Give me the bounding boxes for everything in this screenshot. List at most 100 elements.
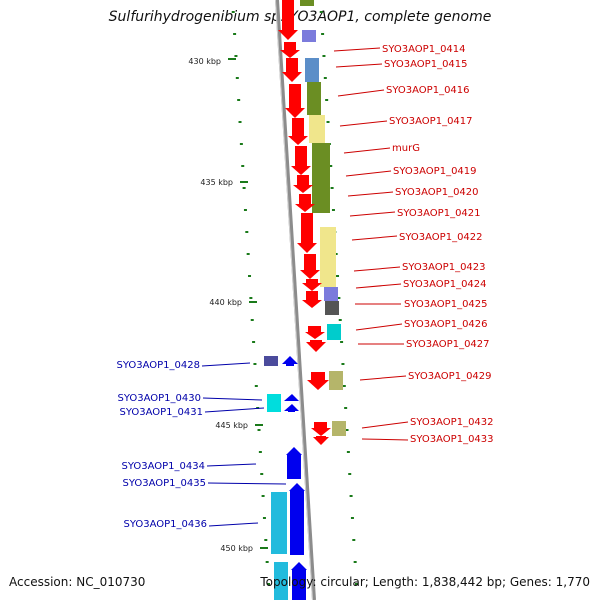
gene-arrow-reverse [289,483,305,555]
gene-arrow-forward [313,436,329,445]
label-leader [355,323,403,331]
gene-label[interactable]: SYO3AOP1_0424 [403,279,487,290]
label-leader [202,397,263,401]
cog-block [329,371,343,390]
kbp-label: 430 kbp [188,57,221,66]
label-leader [335,63,383,68]
gene-label[interactable]: SYO3AOP1_0426 [404,319,488,330]
cog-block [300,0,314,6]
cog-block [325,301,339,315]
gene-arrow-forward [285,84,305,118]
gene-arrow-forward [307,372,329,390]
gene-arrow-forward [280,42,300,58]
cog-blocks [264,0,346,600]
cog-block [271,492,287,554]
cog-block [264,356,278,366]
label-leader [359,375,407,381]
label-leader [353,266,401,272]
gene-arrow-forward [302,279,322,291]
gene-arrow-reverse [286,447,302,479]
gene-label[interactable]: SYO3AOP1_0433 [410,434,494,445]
forward-gene-labels: SYO3AOP1_0414 SYO3AOP1_0415 SYO3AOP1_041… [333,44,494,445]
gene-label[interactable]: SYO3AOP1_0430 [117,393,201,404]
cog-block [307,82,321,115]
gene-label[interactable]: murG [392,143,420,154]
cog-block [302,30,316,42]
gene-label[interactable]: SYO3AOP1_0417 [389,116,473,127]
gene-label[interactable]: SYO3AOP1_0436 [123,519,207,530]
cog-block [320,227,336,287]
gene-label[interactable]: SYO3AOP1_0415 [384,59,468,70]
cog-block [327,324,341,340]
reverse-strand-genes [282,356,307,600]
label-leader [207,482,287,485]
gene-label[interactable]: SYO3AOP1_0420 [395,187,479,198]
label-leader [208,522,259,527]
gene-arrow-reverse [282,356,298,366]
genome-backbone [275,0,316,600]
gene-label[interactable]: SYO3AOP1_0435 [122,478,206,489]
label-leader [206,463,257,467]
gene-label[interactable]: SYO3AOP1_0429 [408,371,492,382]
cog-block [324,287,338,301]
cog-block [274,562,288,600]
gene-arrow-forward [297,213,317,253]
genome-backbone-highlight [275,0,313,600]
map-title: Sulfurihydrogenibium sp. YO3AOP1, comple… [108,9,492,25]
gene-arrow-forward [300,254,320,279]
gene-label[interactable]: SYO3AOP1_0422 [399,232,483,243]
label-leader [201,362,251,367]
gene-label[interactable]: SYO3AOP1_0428 [116,360,200,371]
gene-label[interactable]: SYO3AOP1_0432 [410,417,494,428]
label-leader [343,147,391,154]
gene-arrow-forward [288,118,308,145]
cog-block [305,58,319,82]
cog-block [267,394,281,412]
gene-arrow-forward [306,340,326,352]
label-leader [361,438,409,441]
gene-label[interactable]: SYO3AOP1_0434 [121,461,205,472]
cog-block [312,143,330,213]
label-leader [351,235,398,241]
forward-strand-genes [278,0,331,445]
gene-arrow-forward [302,291,322,308]
gene-arrow-reverse [284,404,299,412]
gene-label[interactable]: SYO3AOP1_0427 [406,339,490,350]
gene-label[interactable]: SYO3AOP1_0419 [393,166,477,177]
gene-arrow-forward [293,175,313,193]
topology-text: Topology: circular; Length: 1,838,442 bp… [260,575,590,589]
gene-label[interactable]: SYO3AOP1_0414 [382,44,466,55]
label-leader [204,407,265,413]
label-leader [349,211,396,217]
label-leader [333,47,381,52]
kbp-label: 435 kbp [200,178,233,187]
reverse-gene-labels: SYO3AOP1_0428 SYO3AOP1_0430 SYO3AOP1_043… [116,360,287,530]
kbp-label: 440 kbp [209,298,242,307]
label-leader [355,283,402,289]
accession-text: Accession: NC_010730 [9,575,146,589]
gene-label[interactable]: SYO3AOP1_0431 [119,407,203,418]
label-leader [345,170,392,177]
gene-arrow-forward [305,326,325,339]
label-leader [337,89,385,97]
label-leader [339,120,388,127]
cog-block [332,421,346,436]
label-leader [347,191,394,197]
kbp-label: 450 kbp [220,544,253,553]
gene-arrow-forward [282,58,302,82]
gene-label[interactable]: SYO3AOP1_0416 [386,85,470,96]
gene-arrow-forward [295,194,315,212]
gene-arrow-reverse [284,394,299,401]
label-leader [361,421,409,429]
gene-label[interactable]: SYO3AOP1_0423 [402,262,486,273]
gene-label[interactable]: SYO3AOP1_0425 [404,299,488,310]
gene-arrow-forward [291,146,311,175]
kbp-label: 445 kbp [215,421,248,430]
gene-arrow-forward [278,0,298,40]
cog-block [309,115,325,143]
gene-label[interactable]: SYO3AOP1_0421 [397,208,481,219]
gene-arrow-reverse [291,562,307,600]
gene-arrow-forward [311,422,331,436]
